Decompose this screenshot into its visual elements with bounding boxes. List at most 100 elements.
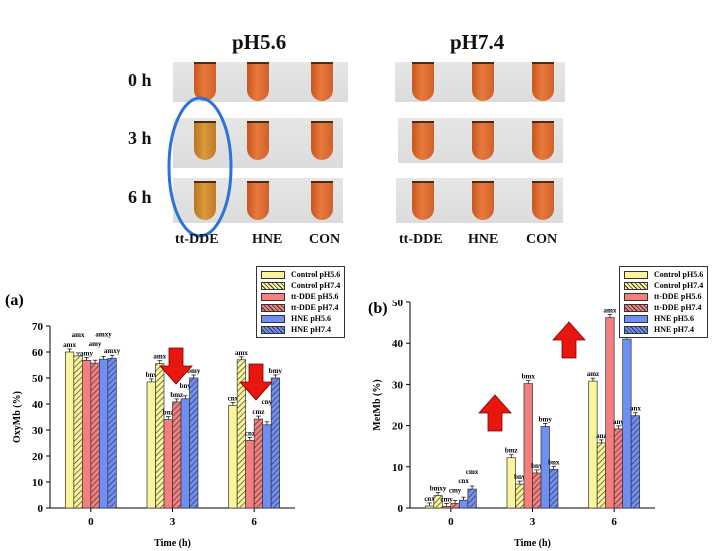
legend-swatch — [261, 292, 285, 301]
legend-item: tt-DDE pH7.4 — [624, 302, 703, 313]
y-tick-label: 0 — [398, 503, 404, 515]
legend-item: tt-DDE pH7.4 — [261, 302, 340, 313]
bar — [532, 472, 542, 509]
data-label: any — [613, 418, 624, 426]
data-label: amxy — [95, 330, 112, 338]
bar — [172, 401, 182, 509]
legend-item: HNE pH7.4 — [624, 324, 703, 335]
group-title-ph56: pH5.6 — [232, 30, 287, 54]
x-tick-label: 3 — [530, 516, 536, 528]
bar — [228, 404, 238, 509]
test-tube — [194, 121, 216, 160]
col-label-tt-dde-ph74: tt-DDE — [399, 232, 443, 247]
data-label: amy — [80, 349, 93, 357]
y-tick-label: 50 — [392, 300, 404, 309]
test-tube — [472, 62, 494, 101]
data-label: cmy — [449, 486, 462, 494]
test-tube — [311, 62, 333, 101]
bar — [441, 506, 452, 509]
col-label-tt-dde-ph56: tt-DDE — [175, 232, 219, 247]
data-label: amx — [63, 341, 76, 349]
data-label: amxy — [104, 347, 121, 355]
test-tube — [247, 121, 269, 160]
ellipse-mark — [167, 96, 233, 238]
legend-item: Control pH5.6 — [261, 269, 340, 280]
y-tick-label: 10 — [32, 477, 44, 489]
legend-swatch — [624, 270, 648, 279]
legend-label: Control pH7.4 — [291, 281, 341, 290]
legend-swatch — [261, 303, 285, 312]
bar — [64, 351, 75, 509]
test-tube — [532, 121, 554, 160]
legend-label: Control pH5.6 — [654, 270, 704, 279]
col-label-con-ph56: CON — [309, 232, 341, 247]
y-tick-label: 20 — [392, 421, 404, 433]
test-tube — [412, 62, 434, 101]
legend-item: Control pH7.4 — [261, 280, 340, 291]
legend-item: HNE pH7.4 — [261, 324, 340, 335]
legend-a: Control pH5.6 Control pH7.4 tt-DDE pH5.6 tt… — [256, 266, 346, 338]
bar — [630, 415, 641, 509]
bar — [622, 338, 632, 509]
y-tick-label: 20 — [32, 451, 44, 463]
bar — [515, 483, 525, 509]
test-tube — [311, 121, 333, 160]
test-tube — [194, 62, 216, 101]
data-label: bnz — [163, 409, 174, 417]
bar — [73, 355, 83, 509]
x-tick-label: 3 — [170, 516, 176, 528]
legend-swatch — [261, 325, 285, 334]
test-tube — [247, 62, 269, 101]
bar — [540, 426, 550, 509]
test-tube — [247, 181, 269, 220]
col-label-hne-ph56: HNE — [252, 232, 283, 247]
y-tick-label: 30 — [32, 425, 44, 437]
data-label: amx — [603, 307, 616, 315]
bar — [605, 317, 615, 509]
data-label: bnx — [146, 371, 158, 379]
legend-label: tt-DDE pH5.6 — [291, 292, 339, 301]
data-label: anx — [630, 405, 641, 413]
y-tick-label: 0 — [38, 503, 44, 515]
bar — [588, 380, 598, 509]
bar — [467, 488, 477, 509]
bar — [146, 381, 156, 509]
legend-swatch — [261, 281, 285, 290]
bar — [253, 418, 264, 509]
data-label: bny — [514, 473, 526, 481]
bar — [90, 362, 100, 509]
data-label: cnx — [424, 495, 435, 503]
test-tube — [472, 121, 494, 160]
bar — [189, 377, 199, 509]
y-tick-label: 30 — [392, 379, 404, 391]
x-axis-label: Time (h) — [514, 538, 551, 549]
bar — [163, 419, 173, 509]
y-tick-label: 40 — [32, 399, 44, 411]
bar — [245, 440, 255, 509]
panel-a-tag: (a) — [5, 292, 24, 309]
x-tick-label: 0 — [88, 516, 94, 528]
data-label: bmy — [539, 415, 553, 423]
legend-label: tt-DDE pH7.4 — [291, 303, 339, 312]
legend-swatch — [624, 292, 648, 301]
legend-item: HNE pH5.6 — [624, 313, 703, 324]
test-tube — [532, 62, 554, 101]
bar — [81, 359, 92, 509]
legend-label: tt-DDE pH7.4 — [654, 303, 702, 312]
bar — [523, 383, 533, 509]
legend-item: Control pH7.4 — [624, 280, 703, 291]
x-tick-label: 6 — [611, 516, 617, 528]
row-label-0h: 0 h — [128, 70, 152, 90]
data-label: bmz — [170, 391, 183, 399]
bar — [506, 457, 516, 509]
up-arrow-icon — [552, 321, 586, 359]
legend-label: HNE pH7.4 — [291, 325, 332, 334]
data-label: cnx — [228, 394, 239, 402]
highlight-ellipse — [167, 96, 233, 238]
data-label: cnx — [458, 477, 469, 485]
bar — [458, 499, 469, 509]
y-tick-label: 10 — [392, 462, 404, 474]
x-axis-label: Time (h) — [154, 538, 191, 549]
row-label-6h: 6 h — [128, 187, 152, 207]
legend-item: tt-DDE pH5.6 — [624, 291, 703, 302]
